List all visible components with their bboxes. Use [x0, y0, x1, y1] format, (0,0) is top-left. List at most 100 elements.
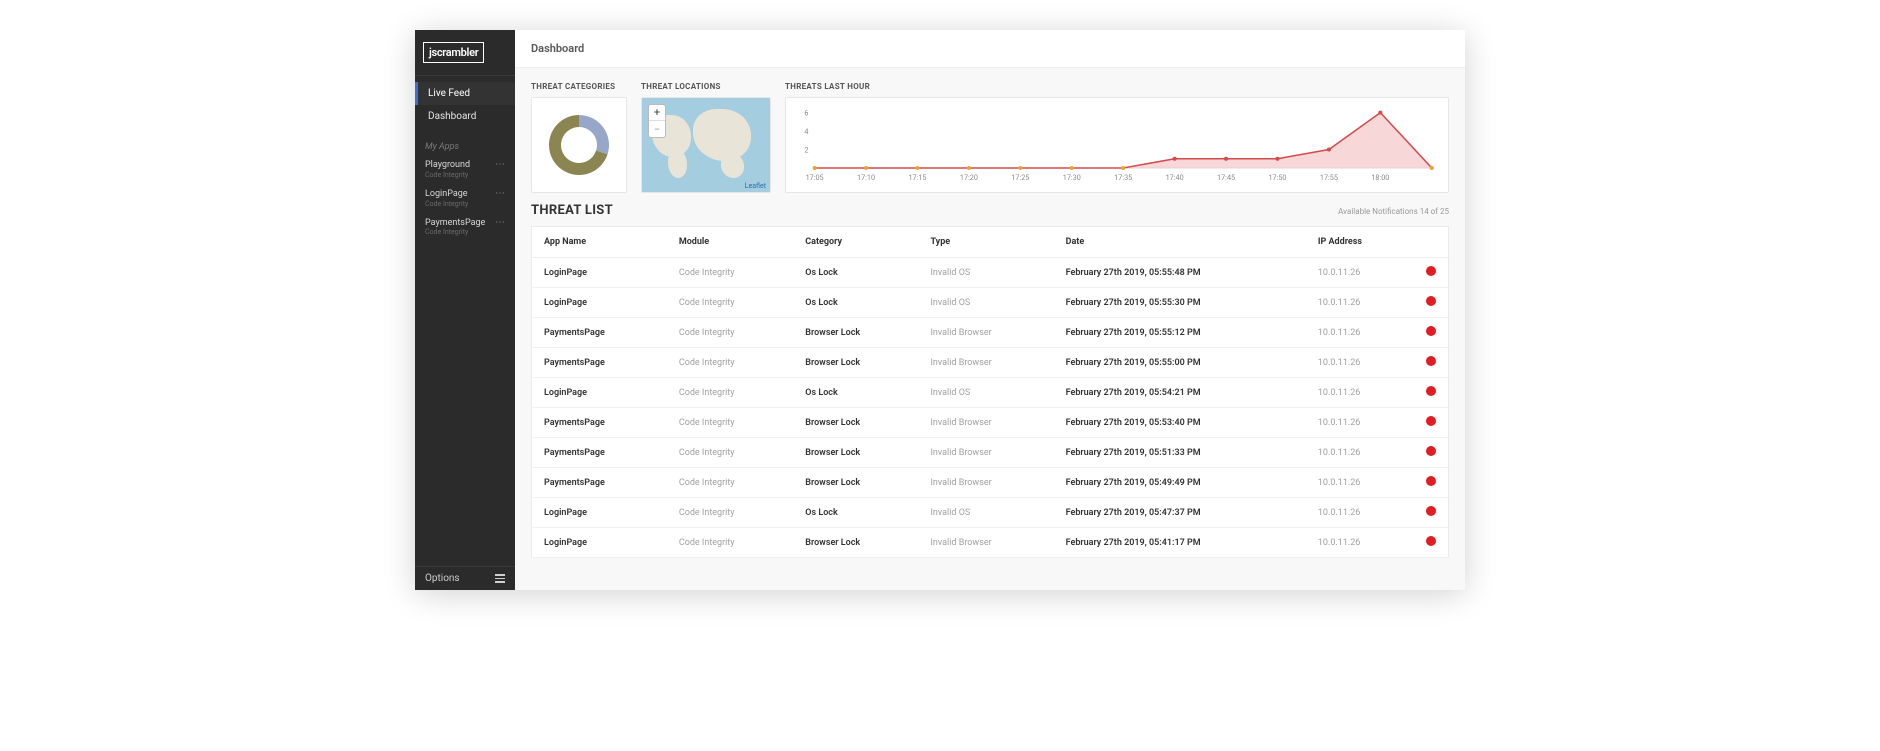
threat-row[interactable]: PaymentsPageCode IntegrityBrowser LockIn…	[532, 318, 1449, 348]
threat-list-meta-prefix: Available Notifications	[1338, 207, 1420, 216]
svg-text:17:25: 17:25	[1011, 173, 1029, 182]
zoom-out-button[interactable]: −	[649, 121, 665, 137]
zoom-in-button[interactable]: +	[649, 105, 665, 121]
cell-date: February 27th 2019, 05:53:40 PM	[1054, 408, 1306, 438]
col-category: Category	[793, 227, 918, 258]
cell-ip: 10.0.11.26	[1306, 258, 1414, 288]
cell-module: Code Integrity	[667, 438, 793, 468]
sidebar-nav-dashboard[interactable]: Dashboard	[415, 105, 515, 128]
svg-text:17:05: 17:05	[806, 173, 824, 182]
threat-row[interactable]: PaymentsPageCode IntegrityBrowser LockIn…	[532, 438, 1449, 468]
status-dot-icon	[1426, 536, 1436, 546]
cell-module: Code Integrity	[667, 348, 793, 378]
threat-row[interactable]: LoginPageCode IntegrityBrowser LockInval…	[532, 528, 1449, 558]
threat-row[interactable]: LoginPageCode IntegrityOs LockInvalid OS…	[532, 258, 1449, 288]
cell-date: February 27th 2019, 05:55:48 PM	[1054, 258, 1306, 288]
more-icon[interactable]: ⋯	[495, 160, 505, 170]
cell-status	[1414, 468, 1449, 498]
cell-type: Invalid OS	[918, 258, 1053, 288]
cell-ip: 10.0.11.26	[1306, 318, 1414, 348]
svg-text:17:20: 17:20	[960, 173, 978, 182]
sidebar-app-paymentspage[interactable]: PaymentsPageCode Integrity⋯	[415, 214, 515, 243]
threat-list-header: THREAT LIST Available Notifications 14 o…	[531, 203, 1449, 218]
cell-app: PaymentsPage	[532, 438, 667, 468]
panel-title-chart: THREATS LAST HOUR	[785, 82, 1449, 91]
cell-ip: 10.0.11.26	[1306, 408, 1414, 438]
status-dot-icon	[1426, 296, 1436, 306]
threat-row[interactable]: LoginPageCode IntegrityOs LockInvalid OS…	[532, 288, 1449, 318]
threat-table-body: LoginPageCode IntegrityOs LockInvalid OS…	[532, 258, 1449, 558]
threat-row[interactable]: PaymentsPageCode IntegrityBrowser LockIn…	[532, 408, 1449, 438]
sidebar-app-playground[interactable]: PlaygroundCode Integrity⋯	[415, 156, 515, 185]
cell-type: Invalid Browser	[918, 318, 1053, 348]
cell-module: Code Integrity	[667, 318, 793, 348]
cell-date: February 27th 2019, 05:54:21 PM	[1054, 378, 1306, 408]
cell-app: LoginPage	[532, 258, 667, 288]
panel-threats-last-hour: THREATS LAST HOUR 24617:0517:1017:1517:2…	[785, 82, 1449, 193]
threat-row[interactable]: PaymentsPageCode IntegrityBrowser LockIn…	[532, 348, 1449, 378]
cell-app: PaymentsPage	[532, 348, 667, 378]
cell-module: Code Integrity	[667, 378, 793, 408]
cell-status	[1414, 528, 1449, 558]
cell-type: Invalid Browser	[918, 528, 1053, 558]
threat-table: App NameModuleCategoryTypeDateIP Address…	[531, 226, 1449, 558]
panels-row: THREAT CATEGORIES THREAT LOCATIONS +	[515, 68, 1465, 203]
cell-module: Code Integrity	[667, 408, 793, 438]
sidebar-app-loginpage[interactable]: LoginPageCode Integrity⋯	[415, 185, 515, 214]
cell-ip: 10.0.11.26	[1306, 348, 1414, 378]
map-attribution: Leaflet	[745, 182, 766, 190]
cell-date: February 27th 2019, 05:51:33 PM	[1054, 438, 1306, 468]
cell-type: Invalid Browser	[918, 468, 1053, 498]
cell-module: Code Integrity	[667, 528, 793, 558]
cell-app: LoginPage	[532, 288, 667, 318]
cell-date: February 27th 2019, 05:41:17 PM	[1054, 528, 1306, 558]
svg-text:18:00: 18:00	[1371, 173, 1389, 182]
col-module: Module	[667, 227, 793, 258]
panel-title-categories: THREAT CATEGORIES	[531, 82, 627, 91]
svg-text:17:35: 17:35	[1114, 173, 1132, 182]
status-dot-icon	[1426, 266, 1436, 276]
cell-type: Invalid OS	[918, 498, 1053, 528]
cell-date: February 27th 2019, 05:49:49 PM	[1054, 468, 1306, 498]
sidebar-apps-list: PlaygroundCode Integrity⋯LoginPageCode I…	[415, 156, 515, 242]
cell-status	[1414, 288, 1449, 318]
threat-row[interactable]: LoginPageCode IntegrityOs LockInvalid OS…	[532, 378, 1449, 408]
more-icon[interactable]: ⋯	[495, 189, 505, 199]
col-date: Date	[1054, 227, 1306, 258]
cell-module: Code Integrity	[667, 258, 793, 288]
cell-app: LoginPage	[532, 378, 667, 408]
cell-category: Os Lock	[793, 288, 918, 318]
svg-text:17:45: 17:45	[1217, 173, 1235, 182]
svg-text:17:30: 17:30	[1063, 173, 1081, 182]
threat-row[interactable]: PaymentsPageCode IntegrityBrowser LockIn…	[532, 468, 1449, 498]
cell-status	[1414, 318, 1449, 348]
sidebar-footer[interactable]: Options	[415, 566, 515, 590]
cell-category: Os Lock	[793, 258, 918, 288]
page-title: Dashboard	[515, 30, 1465, 68]
cell-category: Browser Lock	[793, 438, 918, 468]
cell-app: LoginPage	[532, 498, 667, 528]
app-frame: jscrambler Live FeedDashboard My Apps Pl…	[415, 30, 1465, 590]
status-dot-icon	[1426, 356, 1436, 366]
cell-date: February 27th 2019, 05:47:37 PM	[1054, 498, 1306, 528]
sidebar-nav-live-feed[interactable]: Live Feed	[415, 82, 515, 105]
status-dot-icon	[1426, 506, 1436, 516]
threat-row[interactable]: LoginPageCode IntegrityOs LockInvalid OS…	[532, 498, 1449, 528]
cell-status	[1414, 378, 1449, 408]
cell-category: Browser Lock	[793, 318, 918, 348]
more-icon[interactable]: ⋯	[495, 218, 505, 228]
status-dot-icon	[1426, 416, 1436, 426]
cell-ip: 10.0.11.26	[1306, 378, 1414, 408]
app-sub: Code Integrity	[425, 200, 468, 208]
cell-app: LoginPage	[532, 528, 667, 558]
panel-threat-categories: THREAT CATEGORIES	[531, 82, 627, 193]
sidebar: jscrambler Live FeedDashboard My Apps Pl…	[415, 30, 515, 590]
line-chart: 24617:0517:1017:1517:2017:2517:3017:3517…	[796, 104, 1438, 182]
map[interactable]: + − Leaflet	[642, 98, 770, 192]
donut-card	[531, 97, 627, 193]
menu-icon[interactable]	[495, 574, 505, 583]
cell-ip: 10.0.11.26	[1306, 468, 1414, 498]
panel-threat-locations: THREAT LOCATIONS + − Leaflet	[641, 82, 771, 193]
status-dot-icon	[1426, 326, 1436, 336]
map-card[interactable]: + − Leaflet	[641, 97, 771, 193]
